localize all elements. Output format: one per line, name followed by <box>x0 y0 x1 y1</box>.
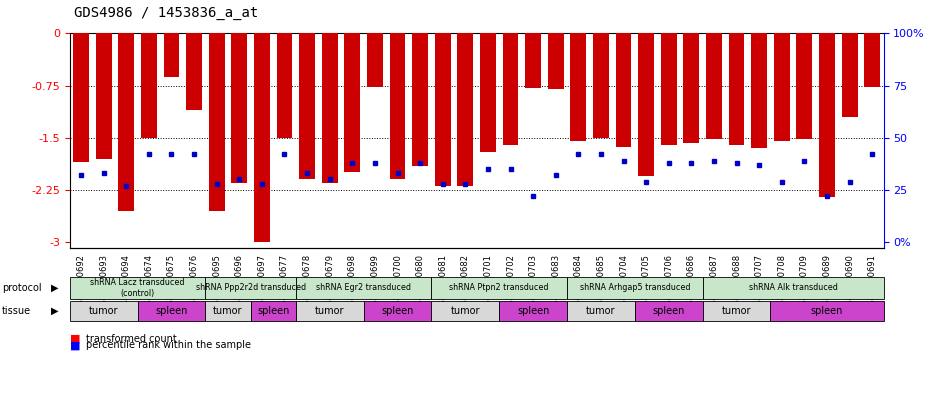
Text: shRNA Arhgap5 transduced: shRNA Arhgap5 transduced <box>579 283 690 292</box>
Bar <box>567 301 635 321</box>
Bar <box>208 33 224 211</box>
Text: tumor: tumor <box>450 306 480 316</box>
Bar <box>250 301 296 321</box>
Bar <box>570 33 586 141</box>
Bar <box>276 33 292 138</box>
Text: tumor: tumor <box>586 306 616 316</box>
Bar <box>141 33 157 138</box>
Bar <box>706 33 722 139</box>
Bar <box>567 277 703 299</box>
Bar <box>206 277 296 299</box>
Bar <box>138 301 206 321</box>
Text: spleen: spleen <box>155 306 188 316</box>
Bar <box>751 33 767 148</box>
Bar <box>703 277 884 299</box>
Bar <box>525 33 541 88</box>
Text: tumor: tumor <box>213 306 243 316</box>
Bar <box>661 33 677 145</box>
Text: percentile rank within the sample: percentile rank within the sample <box>86 340 251 351</box>
Bar <box>432 301 499 321</box>
Bar <box>593 33 609 138</box>
Bar <box>864 33 880 87</box>
Text: spleen: spleen <box>653 306 685 316</box>
Text: ■: ■ <box>70 340 80 351</box>
Bar <box>616 33 631 147</box>
Bar <box>480 33 496 152</box>
Text: shRNA Lacz transduced
(control): shRNA Lacz transduced (control) <box>90 278 185 298</box>
Bar <box>367 33 383 87</box>
Bar <box>432 277 567 299</box>
Bar <box>435 33 451 186</box>
Bar <box>322 33 338 183</box>
Bar <box>296 301 364 321</box>
Bar <box>548 33 564 89</box>
Bar <box>70 277 206 299</box>
Text: tissue: tissue <box>2 306 31 316</box>
Text: spleen: spleen <box>257 306 289 316</box>
Bar <box>703 301 770 321</box>
Text: tumor: tumor <box>315 306 344 316</box>
Text: spleen: spleen <box>517 306 550 316</box>
Text: tumor: tumor <box>722 306 751 316</box>
Bar <box>390 33 405 180</box>
Text: spleen: spleen <box>381 306 414 316</box>
Bar <box>299 33 315 180</box>
Text: transformed count: transformed count <box>86 334 178 344</box>
Bar <box>296 277 432 299</box>
Bar <box>118 33 134 211</box>
Text: shRNA Alk transduced: shRNA Alk transduced <box>749 283 838 292</box>
Bar <box>842 33 857 117</box>
Bar <box>344 33 360 173</box>
Bar <box>254 33 270 242</box>
Bar <box>635 301 703 321</box>
Text: shRNA Egr2 transduced: shRNA Egr2 transduced <box>316 283 411 292</box>
Bar <box>73 33 89 162</box>
Bar <box>206 301 250 321</box>
Text: ■: ■ <box>70 334 80 344</box>
Bar <box>638 33 654 176</box>
Bar <box>770 301 884 321</box>
Bar <box>796 33 812 139</box>
Text: shRNA Ptpn2 transduced: shRNA Ptpn2 transduced <box>449 283 549 292</box>
Bar <box>232 33 247 183</box>
Bar <box>186 33 202 110</box>
Bar <box>364 301 432 321</box>
Text: ▶: ▶ <box>51 283 59 293</box>
Bar <box>729 33 745 145</box>
Bar <box>684 33 699 143</box>
Bar <box>819 33 835 197</box>
Text: ▶: ▶ <box>51 306 59 316</box>
Text: tumor: tumor <box>89 306 118 316</box>
Bar <box>412 33 428 165</box>
Text: protocol: protocol <box>2 283 42 293</box>
Text: spleen: spleen <box>811 306 844 316</box>
Bar <box>164 33 179 77</box>
Bar <box>499 301 567 321</box>
Bar <box>70 301 138 321</box>
Text: GDS4986 / 1453836_a_at: GDS4986 / 1453836_a_at <box>74 6 259 20</box>
Bar <box>458 33 473 186</box>
Bar <box>774 33 790 141</box>
Bar <box>96 33 112 159</box>
Bar <box>502 33 518 145</box>
Text: shRNA Ppp2r2d transduced: shRNA Ppp2r2d transduced <box>195 283 306 292</box>
